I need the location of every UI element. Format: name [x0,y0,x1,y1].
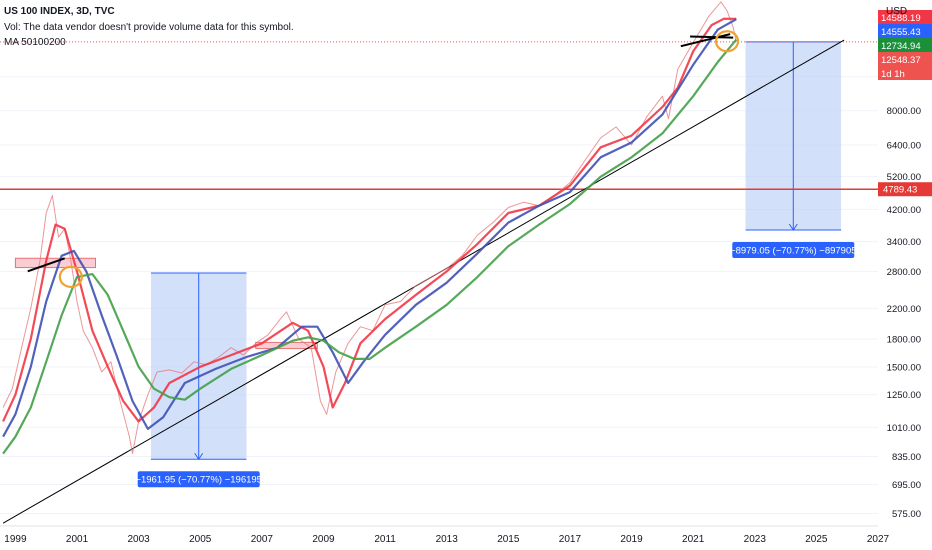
measure-label: −8979.05 (−70.77%) −897905 [730,246,857,257]
symbol-title[interactable]: US 100 INDEX, 3D, TVC [4,6,115,17]
price-label: 14588.19 [881,13,921,24]
measure-label: −1961.95 (−70.77%) −196195 [135,475,262,486]
price-tick-label: 695.00 [892,480,921,491]
price-tick-label: 1500.00 [887,362,921,373]
black-trend-segment [680,33,731,48]
time-tick-label: 2005 [189,534,212,545]
ma100-line [2,18,737,438]
countdown-bg [878,66,932,80]
highlight-circle [58,265,83,289]
time-tick-label: 2023 [744,534,767,545]
horizontal-level-label: 4789.43 [883,185,917,196]
price-tick-label: 1010.00 [887,423,921,434]
resistance-zone [14,257,97,269]
price-tick-label: 8000.00 [887,106,921,117]
price-tick-label: 2200.00 [887,304,921,315]
price-tick-label: 2800.00 [887,267,921,278]
black-trend-segment [27,257,66,273]
price-tick-label: 4200.00 [887,205,921,216]
time-tick-label: 2025 [805,534,828,545]
time-axis-bg [0,526,878,550]
price-label-bg [878,38,932,52]
time-axis[interactable]: 1999 2001 2003 2005 2007 2009 2011 2013 2015 2017… [0,525,890,550]
time-tick-label: 2013 [436,534,459,545]
price-tick-label: 3400.00 [887,237,921,248]
price-tick-label: 1250.00 [887,390,921,401]
black-trend-segment [690,35,734,39]
measure-label-bg [732,242,855,259]
ma50-line [2,17,737,423]
price-axis-bg [878,0,932,550]
time-tick-label: 2015 [497,534,520,545]
price-label-bg [878,52,932,66]
time-tick-label: 2019 [620,534,643,545]
price-label-bg [878,10,932,24]
price-axis[interactable]: 575.00 695.00 835.00 1010.00 1250.00 1500.00 1… [878,0,932,550]
time-tick-label: 2017 [559,534,582,545]
price-label: 14555.43 [881,27,921,38]
time-tick-label: 2021 [682,534,705,545]
plot-layer: −1961.95 (−70.77%) −196195 −8979.05 (−70.… [0,1,878,524]
price-tick-label: 6400.00 [887,140,921,151]
time-tick-label: 1999 [4,534,27,545]
ma-legend[interactable]: MA 50100200 [4,37,66,48]
currency-label: USD [886,6,908,17]
price-tick-label: 1800.00 [887,334,921,345]
price-series [2,1,737,455]
time-tick-label: 2001 [66,534,89,545]
horizontal-level-label-bg [878,182,932,197]
price-label-bg [878,24,932,38]
price-tick-label: 5200.00 [887,172,921,183]
time-tick-label: 2009 [312,534,335,545]
price-tick-label: 575.00 [892,509,921,520]
measure-arrow-head [788,223,798,231]
time-tick-label: 2011 [374,534,396,545]
volume-note: Vol: The data vendor doesn't provide vol… [4,22,294,33]
measure-arrow-head [194,452,204,461]
highlight-circle [714,30,740,53]
price-tick-label: 835.00 [892,452,921,463]
time-tick-label: 2027 [867,534,890,545]
price-label: 12734.94 [881,41,921,52]
measure-label-bg [137,471,260,488]
time-tick-label: 2003 [128,534,151,545]
time-tick-label: 2007 [251,534,274,545]
price-label: 12548.37 [881,55,921,66]
ma200-line [2,38,738,455]
countdown-label: 1d 1h [881,69,905,80]
